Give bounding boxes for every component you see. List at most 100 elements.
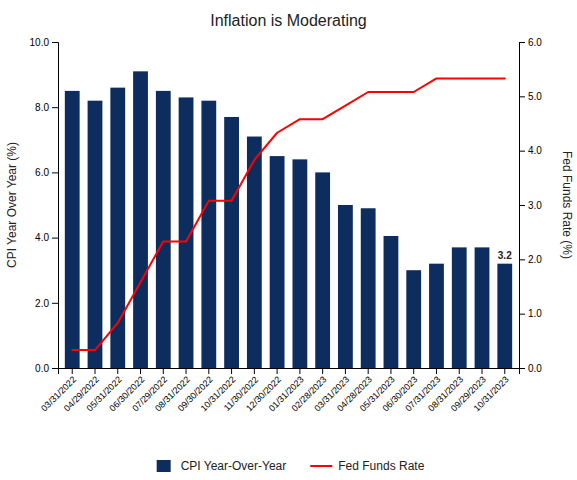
tick-mark bbox=[231, 368, 232, 374]
tick-mark bbox=[94, 368, 95, 374]
tick-mark bbox=[519, 205, 525, 206]
bar bbox=[338, 205, 353, 368]
tick-label: 4.0 bbox=[528, 145, 542, 156]
bar bbox=[429, 264, 444, 368]
bar bbox=[270, 156, 285, 368]
y-axis: 0.0 2.0 4.0 6.0 8.0 10.0 bbox=[30, 37, 59, 374]
bar bbox=[315, 172, 330, 368]
tick: 10/31/2023 bbox=[472, 368, 511, 413]
annotation: 3.2 bbox=[498, 250, 512, 261]
legend-swatch bbox=[157, 460, 171, 472]
tick-mark bbox=[208, 368, 209, 374]
bar bbox=[110, 88, 125, 368]
axis-line bbox=[520, 43, 526, 369]
tick-mark bbox=[368, 368, 369, 374]
tick: 5.0 bbox=[519, 91, 542, 102]
tick-label: 1.0 bbox=[528, 308, 542, 319]
axis-line bbox=[59, 369, 520, 375]
tick-label: 5.0 bbox=[528, 91, 542, 102]
x-axis: 03/31/202204/29/202205/31/202206/30/2022… bbox=[39, 368, 519, 413]
tick-mark bbox=[519, 368, 525, 369]
bar bbox=[88, 101, 103, 368]
bar bbox=[224, 117, 239, 368]
tick-mark bbox=[299, 368, 300, 374]
legend-swatch bbox=[310, 465, 332, 467]
tick-mark bbox=[52, 238, 58, 239]
tick-mark bbox=[52, 107, 58, 108]
legend-item: CPI Year-Over-Year bbox=[157, 459, 287, 473]
tick-mark bbox=[52, 42, 58, 43]
bar bbox=[406, 270, 421, 368]
title: Inflation is Moderating bbox=[210, 12, 367, 29]
tick-mark bbox=[277, 368, 278, 374]
bar bbox=[156, 91, 171, 368]
tick: 2.0 bbox=[35, 298, 58, 309]
tick: 10.0 bbox=[30, 37, 58, 48]
legend: CPI Year-Over-Year Fed Funds Rate bbox=[157, 459, 425, 473]
tick: 0.0 bbox=[35, 363, 58, 374]
tick-mark bbox=[482, 368, 483, 374]
legend-label: Fed Funds Rate bbox=[338, 459, 424, 473]
tick-mark bbox=[413, 368, 414, 374]
y-axis-label: CPI Year Over Year (%) bbox=[5, 142, 19, 268]
tick: 6.0 bbox=[519, 37, 542, 48]
tick-mark bbox=[254, 368, 255, 374]
tick: 8.0 bbox=[35, 102, 58, 113]
bar bbox=[201, 101, 216, 368]
legend-item: Fed Funds Rate bbox=[310, 459, 424, 473]
tick-mark bbox=[72, 368, 73, 374]
tick-label: 0.0 bbox=[35, 363, 49, 374]
tick: 4.0 bbox=[35, 232, 58, 243]
tick-mark bbox=[186, 368, 187, 374]
legend-label: CPI Year-Over-Year bbox=[181, 459, 287, 473]
tick-label: 8.0 bbox=[35, 102, 49, 113]
tick: 0.0 bbox=[519, 363, 542, 374]
bar bbox=[497, 264, 512, 368]
tick-mark bbox=[390, 368, 391, 374]
tick-mark bbox=[345, 368, 346, 374]
tick-label: 2.0 bbox=[528, 254, 542, 265]
tick: 6.0 bbox=[35, 167, 58, 178]
tick-label: 10/31/2023 bbox=[472, 374, 511, 413]
tick: 3.0 bbox=[519, 200, 542, 211]
tick-mark bbox=[436, 368, 437, 374]
tick-mark bbox=[163, 368, 164, 374]
bar bbox=[452, 247, 467, 368]
tick-mark bbox=[140, 368, 141, 374]
tick-mark bbox=[519, 259, 525, 260]
bar bbox=[65, 91, 80, 368]
plot: 03/31/202204/29/202205/31/202206/30/2022… bbox=[30, 37, 543, 414]
bar bbox=[133, 71, 148, 368]
tick-mark bbox=[52, 172, 58, 173]
bar bbox=[475, 247, 490, 368]
bar bbox=[292, 159, 307, 368]
y2-axis-label: Fed Funds Rate (%) bbox=[560, 151, 574, 259]
tick: 4.0 bbox=[519, 145, 542, 156]
tick-mark bbox=[519, 96, 525, 97]
tick-label: 6.0 bbox=[35, 167, 49, 178]
tick-label: 6.0 bbox=[528, 37, 542, 48]
tick-mark bbox=[519, 151, 525, 152]
annotations: 3.2 bbox=[498, 250, 512, 261]
tick-label: 2.0 bbox=[35, 298, 49, 309]
tick-mark bbox=[52, 303, 58, 304]
tick: 1.0 bbox=[519, 308, 542, 319]
tick-mark bbox=[519, 314, 525, 315]
tick-label: 0.0 bbox=[528, 363, 542, 374]
tick-label: 3.0 bbox=[528, 200, 542, 211]
tick-mark bbox=[519, 42, 525, 43]
chart: 03/31/202204/29/202205/31/202206/30/2022… bbox=[0, 0, 577, 480]
bar bbox=[247, 137, 262, 368]
marks bbox=[65, 71, 512, 368]
y2-axis: 0.0 1.0 2.0 3.0 4.0 5.0 6.0 bbox=[519, 37, 542, 374]
tick: 2.0 bbox=[519, 254, 542, 265]
tick-mark bbox=[52, 368, 58, 369]
bar bbox=[361, 208, 376, 368]
tick-label: 4.0 bbox=[35, 232, 49, 243]
tick-mark bbox=[322, 368, 323, 374]
tick-mark bbox=[504, 368, 505, 374]
tick-mark bbox=[459, 368, 460, 374]
axis-line bbox=[52, 43, 59, 369]
tick-mark bbox=[117, 368, 118, 374]
line bbox=[72, 78, 505, 350]
